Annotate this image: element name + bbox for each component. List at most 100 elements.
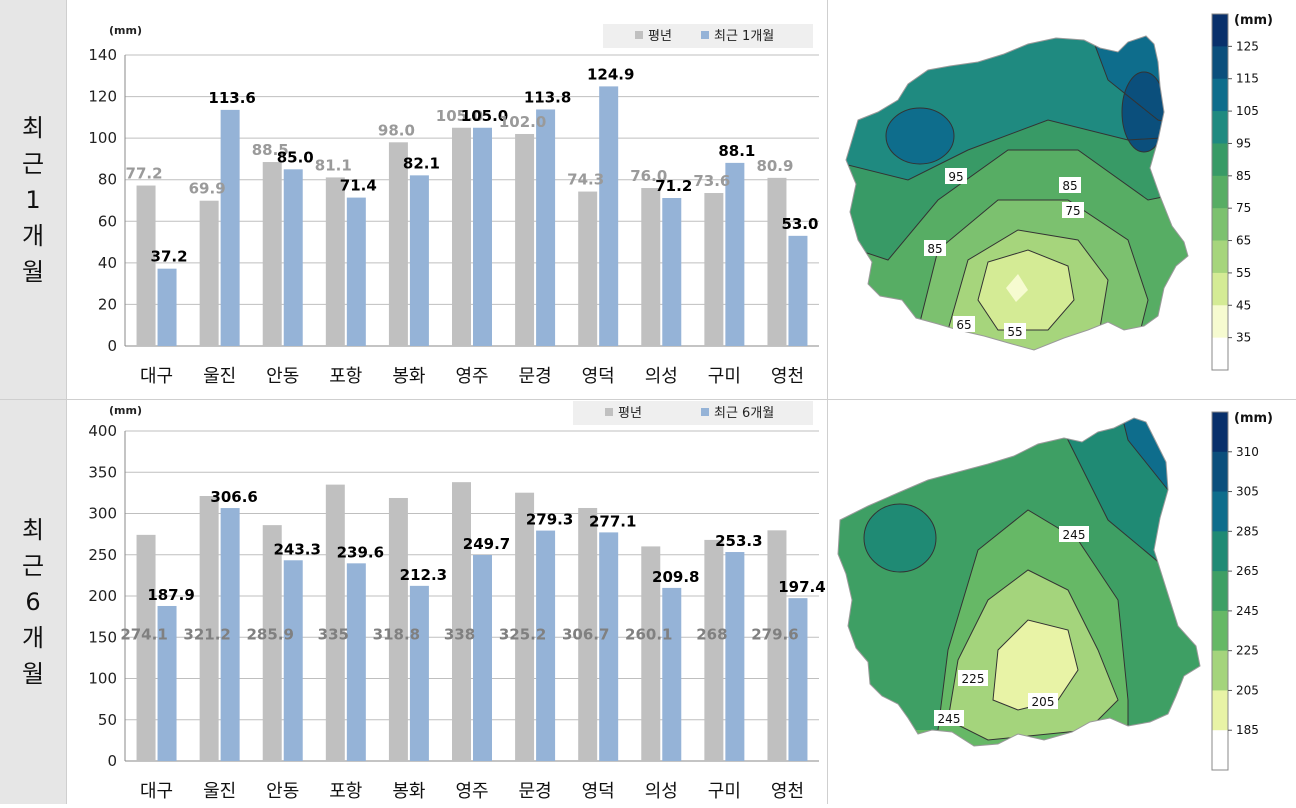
colorbar-level-label: 105 — [1236, 104, 1259, 118]
bar-recent — [725, 162, 745, 346]
data-label-recent: 82.1 — [403, 154, 440, 172]
bar-avg — [641, 546, 661, 761]
contour-label: 55 — [1007, 325, 1022, 339]
x-category-label: 영주 — [455, 781, 488, 802]
colorbar-level-label: 205 — [1236, 683, 1259, 697]
y-tick-label: 20 — [98, 295, 117, 313]
contour-label: 225 — [962, 672, 985, 686]
x-category-label: 포항 — [329, 781, 362, 802]
contour-label: 245 — [938, 712, 961, 726]
colorbar-level-label: 225 — [1236, 644, 1259, 658]
y-tick-label: 250 — [88, 546, 117, 564]
bar-recent — [346, 197, 366, 346]
data-label-avg: 88.5 — [252, 141, 289, 159]
contour-label-bg — [1004, 323, 1026, 339]
bar-recent — [220, 109, 240, 346]
row-label-char: 근 — [21, 149, 45, 178]
data-label-recent: 124.9 — [587, 65, 634, 83]
y-tick-label: 400 — [88, 422, 117, 440]
colorbar-level-label: 265 — [1236, 564, 1259, 578]
row-label-char: 개 — [21, 221, 45, 250]
rainfall-map-1month: 95 85 75 85 65 55 125 115 105 95 85 75 65 55 45 35 (mm) — [828, 0, 1296, 399]
data-label-avg: 80.9 — [756, 157, 793, 175]
data-label-recent: 71.4 — [340, 177, 377, 195]
x-category-label: 대구 — [140, 781, 173, 802]
colorbar-level-label: 115 — [1236, 72, 1259, 86]
colorbar-segment — [1212, 240, 1228, 274]
bar-avg — [325, 484, 345, 761]
data-label-recent: 306.6 — [210, 488, 257, 506]
row-label-char: 월 — [21, 660, 45, 688]
data-label-avg: 279.6 — [751, 625, 798, 643]
unit-label: (mm) — [109, 404, 142, 417]
legend-swatch-recent — [701, 408, 709, 416]
x-category-label: 구미 — [708, 366, 741, 387]
data-label-avg: 81.1 — [315, 156, 352, 174]
contour-label: 75 — [1065, 204, 1080, 218]
contour-label: 95 — [948, 170, 963, 184]
data-label-recent: 113.6 — [208, 89, 255, 107]
legend-label-recent: 최근 6개월 — [714, 406, 774, 421]
bar-avg — [767, 530, 787, 761]
data-label-recent: 113.8 — [524, 88, 571, 106]
bar-recent — [599, 86, 619, 347]
x-category-label: 영주 — [455, 366, 488, 387]
bar-avg — [262, 162, 282, 346]
data-label-recent: 249.7 — [463, 535, 510, 553]
colorbar-segment — [1212, 46, 1228, 80]
colorbar-level-label: 95 — [1236, 136, 1251, 150]
x-category-label: 영천 — [771, 781, 804, 802]
x-category-label: 울진 — [203, 366, 236, 387]
rainfall-map-6month-svg: 245 225 205 245 310 305 285 265 245 225 205 185 (mm… — [837, 411, 1273, 771]
x-category-label: 포항 — [329, 366, 362, 387]
contour-labels-1month: 95 85 75 85 65 55 — [924, 168, 1084, 339]
x-category-label: 의성 — [645, 781, 678, 802]
data-label-avg: 318.8 — [373, 625, 420, 643]
colorbar-level-label: 125 — [1236, 39, 1259, 53]
data-label-recent: 279.3 — [526, 511, 573, 529]
colorbar-segment — [1212, 143, 1228, 177]
colorbar-segment — [1212, 491, 1228, 532]
contour-label-bg — [1028, 693, 1058, 709]
bar-recent — [283, 560, 303, 761]
bar-recent — [473, 127, 492, 346]
data-label-recent: 197.4 — [778, 578, 825, 596]
bar-avg — [452, 482, 471, 761]
colorbar-unit-label: (mm) — [1234, 13, 1273, 28]
y-tick-label: 140 — [88, 46, 117, 64]
bar-chart-6month: 0 50 100 150 200 250 300 350 400 (mm) 대구 274.1 187.9… — [67, 400, 827, 804]
y-tick-label: 60 — [98, 212, 117, 230]
contour-label-bg — [953, 316, 975, 332]
y-tick-label: 350 — [88, 463, 117, 481]
data-label-avg: 73.6 — [693, 172, 730, 190]
y-tick-label: 300 — [88, 505, 117, 523]
data-label-avg: 338 — [444, 625, 475, 643]
colorbar-segment — [1212, 451, 1228, 493]
x-category-label: 안동 — [266, 781, 299, 802]
bar-recent — [157, 268, 177, 346]
colorbar-level-label: 75 — [1236, 201, 1251, 215]
bar-avg — [767, 177, 787, 346]
bar-recent — [536, 109, 556, 346]
contour-label-bg — [924, 240, 946, 256]
data-label-avg: 74.3 — [567, 171, 604, 189]
colorbar-segment — [1212, 208, 1228, 242]
colorbar-segment — [1212, 78, 1228, 112]
y-tick-label: 0 — [107, 337, 117, 355]
bar-recent — [473, 554, 492, 761]
data-label-recent: 105.0 — [461, 107, 508, 125]
colorbar-1month: 125 115 105 95 85 75 65 55 45 35 (mm) — [1211, 13, 1273, 371]
data-label-recent: 37.2 — [151, 248, 188, 266]
bar-recent — [346, 563, 366, 761]
row-label-char: 1 — [25, 185, 41, 214]
colorbar-segment — [1212, 610, 1228, 652]
x-category-label: 안동 — [266, 366, 299, 387]
colorbar-segment — [1212, 730, 1228, 771]
colorbar-level-label: 305 — [1236, 485, 1259, 499]
data-label-avg: 274.1 — [120, 625, 167, 643]
bar-recent — [725, 552, 745, 761]
bar-recent — [599, 532, 619, 761]
unit-label: (mm) — [109, 24, 142, 37]
colorbar-level-label: 245 — [1236, 604, 1259, 618]
